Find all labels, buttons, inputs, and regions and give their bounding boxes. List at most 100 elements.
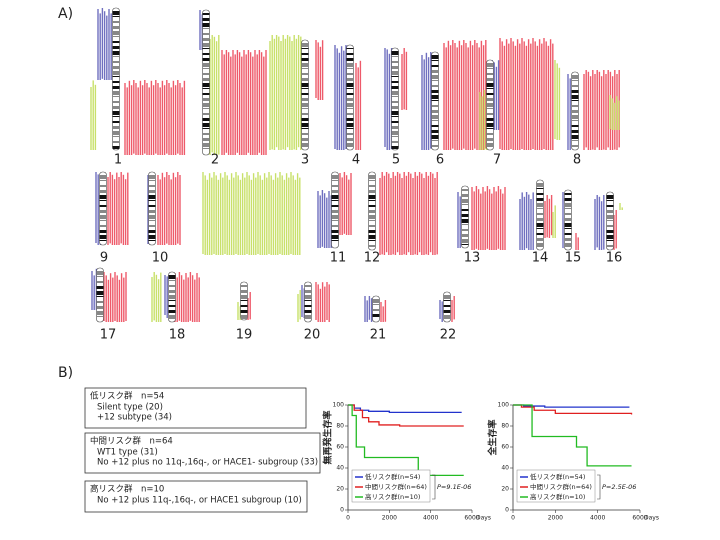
ideogram-band <box>391 86 399 89</box>
ideogram-band <box>372 299 380 303</box>
ideogram-band <box>202 138 210 141</box>
ideogram-band <box>301 48 309 49</box>
ideogram-band <box>202 38 210 41</box>
ideogram-band <box>486 63 494 67</box>
ideogram-band <box>461 209 469 211</box>
ideogram-band <box>391 96 399 97</box>
ideogram-band <box>112 96 120 97</box>
ideogram-band <box>431 70 439 73</box>
ideogram-band <box>112 81 120 83</box>
ideogram-band <box>346 48 354 49</box>
y-tick-label: 40 <box>336 465 344 472</box>
ideogram-band <box>368 225 376 227</box>
ideogram-band <box>431 130 439 133</box>
ideogram-band <box>368 205 376 207</box>
ideogram-band <box>536 238 544 241</box>
ideogram-band <box>202 133 210 135</box>
survival-curve <box>513 404 632 467</box>
ideogram-band <box>346 123 354 127</box>
chromosome-label: 7 <box>493 153 501 168</box>
ideogram-band <box>202 128 210 129</box>
ideogram-band <box>431 140 439 141</box>
ideogram <box>99 171 107 246</box>
survival-curve <box>348 404 462 413</box>
ideogram-band <box>112 56 120 57</box>
ideogram-band <box>240 315 248 319</box>
ideogram-band <box>606 240 614 241</box>
ideogram-band <box>112 51 120 55</box>
ideogram-band <box>148 240 156 241</box>
ideogram-band <box>301 128 309 129</box>
ideogram-band <box>391 91 399 95</box>
ideogram-band <box>346 103 354 107</box>
panel-label: A) <box>58 6 73 22</box>
ideogram-band <box>301 73 309 75</box>
y-tick-label: 60 <box>336 444 344 451</box>
x-tick-label: 4000 <box>590 515 605 522</box>
ideogram-band <box>368 230 376 233</box>
ideogram-band <box>240 310 248 313</box>
ideogram-band <box>301 63 309 67</box>
ideogram-band <box>346 108 354 109</box>
ideogram-band <box>431 120 439 121</box>
ideogram-band <box>112 31 120 35</box>
ideogram-band <box>202 123 210 127</box>
chromosome-label: 19 <box>236 328 253 343</box>
ideogram-band <box>99 205 107 207</box>
risk-box <box>84 480 308 513</box>
ideogram-band <box>304 305 312 307</box>
y-tick-label: 0 <box>340 507 344 514</box>
ideogram-band <box>564 233 572 235</box>
ideogram-band <box>571 85 579 87</box>
ideogram-band <box>112 91 120 95</box>
ideogram-band <box>148 235 156 239</box>
ideogram-band <box>368 210 376 213</box>
ideogram <box>148 171 156 246</box>
ideogram-band <box>391 131 399 135</box>
risk-title: 中間リスク群 n=64 <box>90 436 173 447</box>
x-tick-label: 2000 <box>382 515 397 522</box>
ideogram-band <box>331 220 339 221</box>
ideogram-band <box>571 145 579 147</box>
ideogram-band <box>168 280 176 281</box>
ideogram-band <box>301 123 309 127</box>
ideogram-band <box>301 43 309 47</box>
ideogram-band <box>148 185 156 187</box>
ideogram-band <box>606 195 614 199</box>
x-tick-label: 0 <box>346 515 350 522</box>
ideogram-band <box>486 143 494 147</box>
ideogram-band <box>202 118 210 121</box>
ideogram-band <box>486 68 494 69</box>
ideogram-band <box>168 275 176 279</box>
ideogram-band <box>240 290 248 293</box>
chromosome-label: 11 <box>330 251 347 266</box>
risk-title: 低リスク群 n=54 <box>90 391 164 402</box>
ideogram-band <box>606 220 614 221</box>
ideogram-band <box>571 135 579 139</box>
ideogram-band <box>536 183 544 187</box>
ideogram-band <box>112 126 120 129</box>
ideogram-band <box>346 133 354 135</box>
ideogram-band <box>346 78 354 81</box>
ideogram-band <box>346 58 354 61</box>
ideogram-band <box>372 309 380 311</box>
ideogram-band <box>571 140 579 141</box>
ideogram-band <box>202 108 210 109</box>
ideogram-band <box>301 88 309 89</box>
ideogram-band <box>301 53 309 55</box>
ideogram-band <box>536 228 544 229</box>
ideogram-band <box>331 185 339 187</box>
ideogram-band <box>431 75 439 79</box>
ideogram-band <box>431 55 439 59</box>
ideogram-band <box>346 83 354 87</box>
legend-box <box>351 469 431 503</box>
ideogram-band <box>148 195 156 199</box>
ideogram-band <box>443 305 451 307</box>
chromosome-label: 22 <box>440 328 457 343</box>
ideogram-band <box>536 233 544 235</box>
ideogram-band <box>202 73 210 75</box>
ideogram-band <box>486 118 494 121</box>
ideogram-band <box>99 210 107 213</box>
